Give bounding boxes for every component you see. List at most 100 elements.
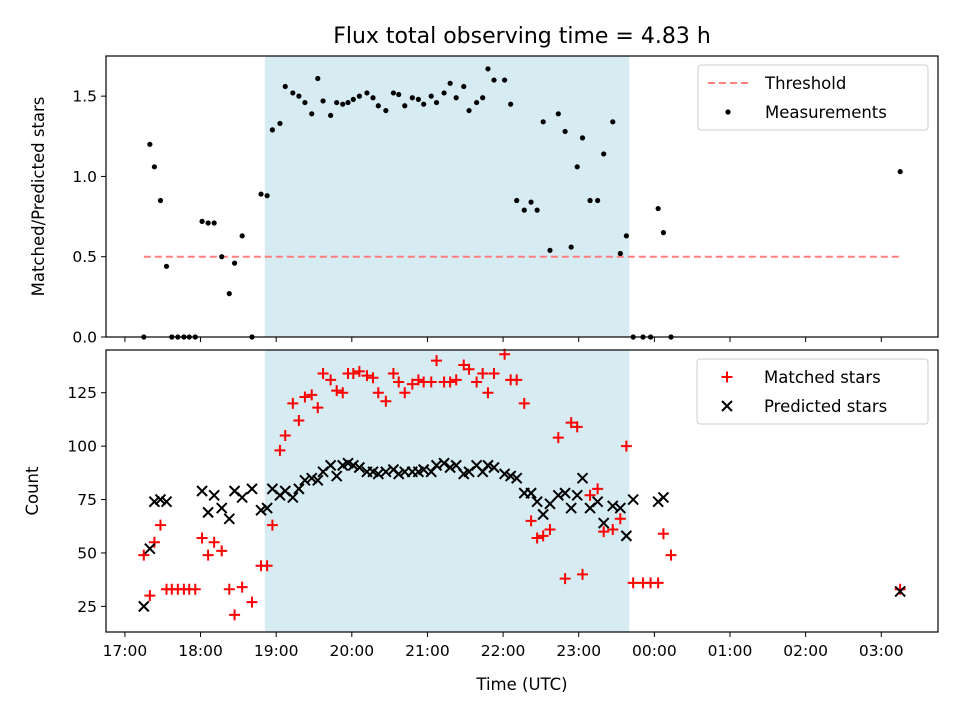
x-tick-label: 17:00 (103, 642, 148, 660)
matched-star-point (463, 363, 475, 375)
matched-star-point (202, 549, 214, 561)
x-tick-label: 02:00 (783, 642, 828, 660)
legend-predicted-label: Predicted stars (764, 397, 887, 416)
measurement-point (269, 127, 275, 133)
legend-measurement-label: Measurements (765, 103, 887, 122)
matched-star-point (431, 355, 443, 367)
predicted-star-point (531, 495, 543, 508)
predicted-star-point (482, 459, 494, 472)
matched-star-point (518, 397, 530, 409)
measurement-point (587, 197, 593, 204)
matched-star-point (189, 583, 201, 595)
matched-star-point (620, 440, 632, 452)
measurement-point (534, 207, 540, 213)
measurement-point (521, 207, 527, 213)
observing-window-span (264, 56, 630, 337)
measurement-point (453, 95, 459, 101)
measurement-point (568, 244, 574, 250)
predicted-star-point (312, 474, 324, 487)
measurement-point (579, 135, 586, 141)
measurement-point (350, 96, 356, 102)
y-tick-label: 125 (67, 384, 97, 402)
matched-star-point (312, 402, 324, 414)
measurement-point (264, 193, 270, 199)
legend-measurement-swatch (725, 109, 731, 115)
predicted-star-point (196, 485, 208, 497)
predicted-star-point (614, 502, 627, 514)
measurement-point (211, 220, 217, 226)
ratio-panel: 0.0 0.5 1.0 1.5 Matched/Predicted stars Thres… (29, 55, 939, 347)
measurement-point (428, 93, 434, 99)
axes-frame (105, 349, 939, 633)
predicted-star-point (353, 461, 366, 474)
matched-star-point (216, 545, 228, 557)
matched-star-point (592, 483, 604, 495)
predicted-star-point (330, 470, 343, 482)
matched-star-point (525, 515, 537, 527)
matched-star-point (274, 444, 286, 456)
y-axis-label: Matched/Predicted stars (29, 97, 48, 297)
measurement-point (356, 93, 362, 99)
measurement-point (383, 107, 389, 114)
predicted-star-point (246, 483, 258, 495)
predicted-star-point (525, 487, 537, 499)
matched-star-point (266, 519, 278, 531)
matched-star-point (287, 397, 299, 409)
x-tick-label: 19:00 (254, 642, 299, 660)
predicted-star-point (202, 506, 214, 519)
legend: Threshold Measurements (697, 64, 929, 131)
predicted-star-point (347, 459, 360, 472)
matched-star-point (261, 560, 273, 572)
predicted-star-point (144, 542, 156, 555)
matched-star-point (665, 549, 677, 561)
matched-star-point (154, 519, 166, 531)
predicted-star-point (216, 502, 228, 514)
matched-star-point (406, 378, 418, 390)
matched-star-point (387, 368, 399, 379)
measurement-point (396, 91, 402, 98)
matched-star-point (279, 429, 291, 441)
measurement-point (320, 98, 326, 104)
matched-star-point (236, 581, 248, 593)
measurement-point (151, 164, 158, 170)
matched-star-point (552, 432, 564, 444)
predicted-star-point (148, 495, 161, 508)
predicted-star-point (293, 483, 305, 495)
legend-threshold-label: Threshold (764, 74, 846, 93)
measurement-point (623, 233, 629, 239)
matched-star-point (353, 365, 365, 377)
legend-predicted-swatch (721, 400, 733, 412)
predicted-star-point (537, 508, 549, 521)
predicted-star-point (488, 461, 500, 474)
y-tick-label: 1.5 (72, 88, 97, 106)
predicted-star-point (208, 489, 220, 501)
predicted-star-point (160, 495, 173, 508)
measurement-point (660, 230, 667, 236)
matched-star-point (372, 387, 384, 399)
predicted-star-point (620, 530, 633, 542)
predicted-star-point (138, 600, 150, 613)
predicted-star-point (255, 504, 267, 516)
y-tick-label: 1.0 (72, 168, 97, 186)
predicted-star-point (627, 493, 639, 506)
measurement-point (375, 103, 381, 109)
predicted-star-point (597, 517, 610, 529)
measurement-point (421, 101, 427, 107)
measurement-point (514, 197, 520, 204)
predicted-star-point (576, 472, 589, 484)
x-tick-label: 00:00 (632, 642, 677, 660)
matched-star-point (657, 528, 669, 540)
predicted-star-point (287, 491, 299, 504)
matched-star-point (367, 372, 379, 384)
matched-star-point (425, 376, 437, 388)
matched-star-point (138, 549, 150, 561)
measurement-point (157, 197, 164, 204)
measurement-point (231, 260, 238, 266)
matched-star-point (208, 536, 220, 548)
measurement-point (461, 83, 467, 90)
measurement-point (219, 254, 225, 260)
matched-star-point (450, 374, 462, 386)
measurement-point (199, 218, 205, 224)
measurement-point (205, 220, 211, 226)
